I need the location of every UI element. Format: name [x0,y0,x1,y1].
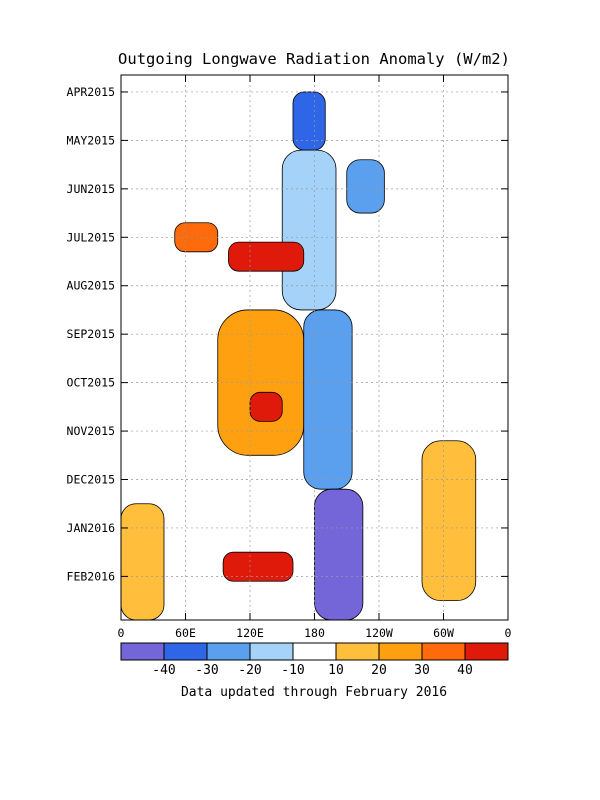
y-tick-label: MAY2015 [67,133,115,147]
y-tick-label: NOV2015 [67,424,115,438]
anomaly-cell [222,551,294,582]
y-tick-label: APR2015 [67,85,115,99]
colorbar-swatch [206,642,251,661]
colorbar-label: -10 [281,663,304,678]
grid-lines [121,75,508,620]
x-tick-label: 60W [433,626,454,640]
colorbar-label: -20 [238,663,261,678]
colorbar-label: -40 [152,663,175,678]
x-tick-label: 180 [304,626,325,640]
anomaly-cell [314,488,364,620]
colorbar-swatch [378,642,423,661]
y-tick-label: OCT2015 [67,376,115,390]
colorbar-swatch [120,642,165,661]
anomaly-cell [121,503,165,620]
colorbar-label: 10 [328,663,344,678]
x-tick-label: 120E [236,626,264,640]
anomaly-cell [249,391,283,422]
anomaly-cell [228,241,305,272]
y-tick-label: AUG2015 [67,279,115,293]
y-axis: APR2015 MAY2015 JUN2015 JUL2015 AUG2015 SEP20… [67,85,508,583]
y-tick-label: SEP2015 [67,327,115,341]
x-tick-label: 60E [175,626,196,640]
y-tick-label: JUL2015 [67,230,115,244]
colorbar-swatch [292,642,337,661]
anomaly-cell [292,91,326,151]
colorbar-swatch [464,642,509,661]
x-tick-label: 0 [118,626,125,640]
y-tick-label: JAN2016 [67,521,116,535]
x-tick-label: 120W [365,626,393,640]
colorbar-label: 30 [414,663,430,678]
anomaly-cell [346,159,385,214]
colorbar-label: 40 [457,663,473,678]
y-tick-label: JUN2015 [67,182,115,196]
colorbar-swatch [163,642,208,661]
anomaly-cell [303,309,353,490]
colorbar-label: 20 [371,663,387,678]
colorbar-swatch [421,642,466,661]
anomaly-cell [421,440,477,602]
colorbar-swatch [335,642,380,661]
colorbar: -40 -30 -20 -10 10 20 30 40 [120,642,509,678]
y-tick-label: FEB2016 [67,569,116,583]
footer-note: Data updated through February 2016 [181,685,447,700]
x-tick-label: 0 [505,626,512,640]
anomaly-cell [217,309,305,456]
colorbar-label: -30 [195,663,218,678]
chart-title: Outgoing Longwave Radiation Anomaly (W/m… [118,50,510,68]
colorbar-swatch [249,642,294,661]
y-tick-label: DEC2015 [67,473,115,487]
x-axis: 0 60E 120E 180 120W 60W 0 [118,75,512,640]
